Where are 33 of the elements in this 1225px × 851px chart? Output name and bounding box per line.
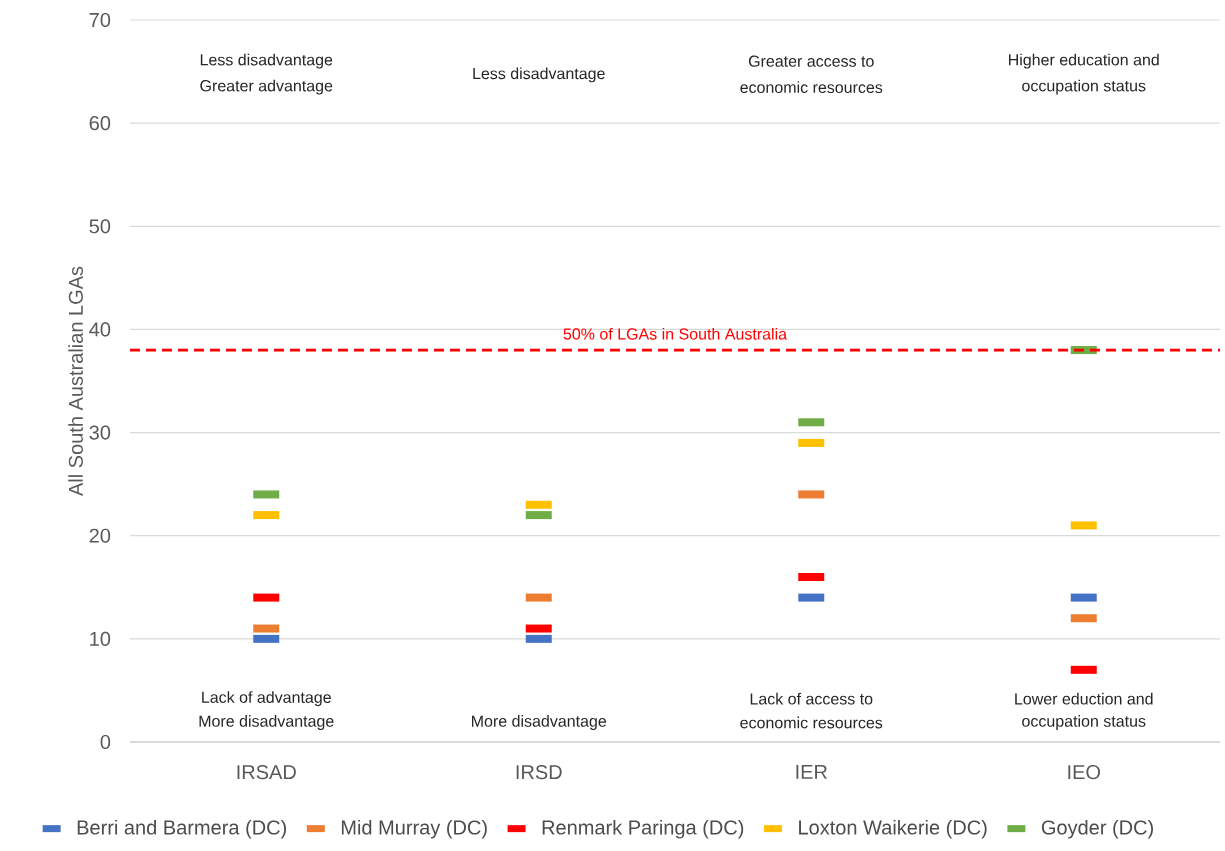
- legend-label: Goyder (DC): [1041, 819, 1153, 839]
- legend-label: Mid Murray (DC): [341, 819, 487, 839]
- y-tick-label: 70: [89, 12, 111, 28]
- x-tick-label: IEO: [1068, 765, 1101, 780]
- annotation: More disadvantage: [472, 715, 607, 730]
- y-axis-title: All South Australian LGAs: [68, 266, 83, 497]
- y-tick-label: 60: [89, 116, 111, 131]
- y-tick-label: 50: [89, 219, 111, 234]
- annotation: occupation status: [1022, 79, 1146, 95]
- legend-label: Berri and Barmera (DC): [77, 819, 287, 839]
- y-tick-label: 10: [90, 631, 111, 646]
- legend-label: Renmark Paringa (DC): [542, 819, 744, 839]
- annotation: Less disadvantage: [200, 53, 333, 69]
- y-tick-label: 30: [89, 425, 111, 440]
- annotation: economic resources: [740, 716, 883, 729]
- annotation: More disadvantage: [199, 715, 334, 730]
- y-tick-label: 20: [89, 528, 111, 543]
- y-tick-label: 0: [100, 734, 111, 750]
- annotation: Lack of access to: [750, 692, 873, 705]
- x-tick-label: IER: [796, 765, 828, 779]
- annotation: Lower eduction and: [1015, 692, 1153, 705]
- annotation: Less disadvantage: [473, 67, 605, 83]
- x-tick-label: IRSD: [516, 765, 562, 780]
- annotation: Greater access to: [748, 55, 874, 67]
- ref-line-label: 50% of LGAs in South Australia: [563, 327, 788, 340]
- annotation: occupation status: [1022, 715, 1146, 730]
- annotation: Higher education and: [1009, 53, 1159, 69]
- annotation: Greater advantage: [200, 79, 333, 95]
- legend-label: Loxton Waikerie (DC): [799, 819, 987, 839]
- annotation: economic resources: [740, 81, 883, 94]
- annotation: Lack of advantage: [202, 691, 331, 707]
- x-tick-label: IRSAD: [237, 765, 296, 780]
- y-tick-label: 40: [89, 322, 111, 337]
